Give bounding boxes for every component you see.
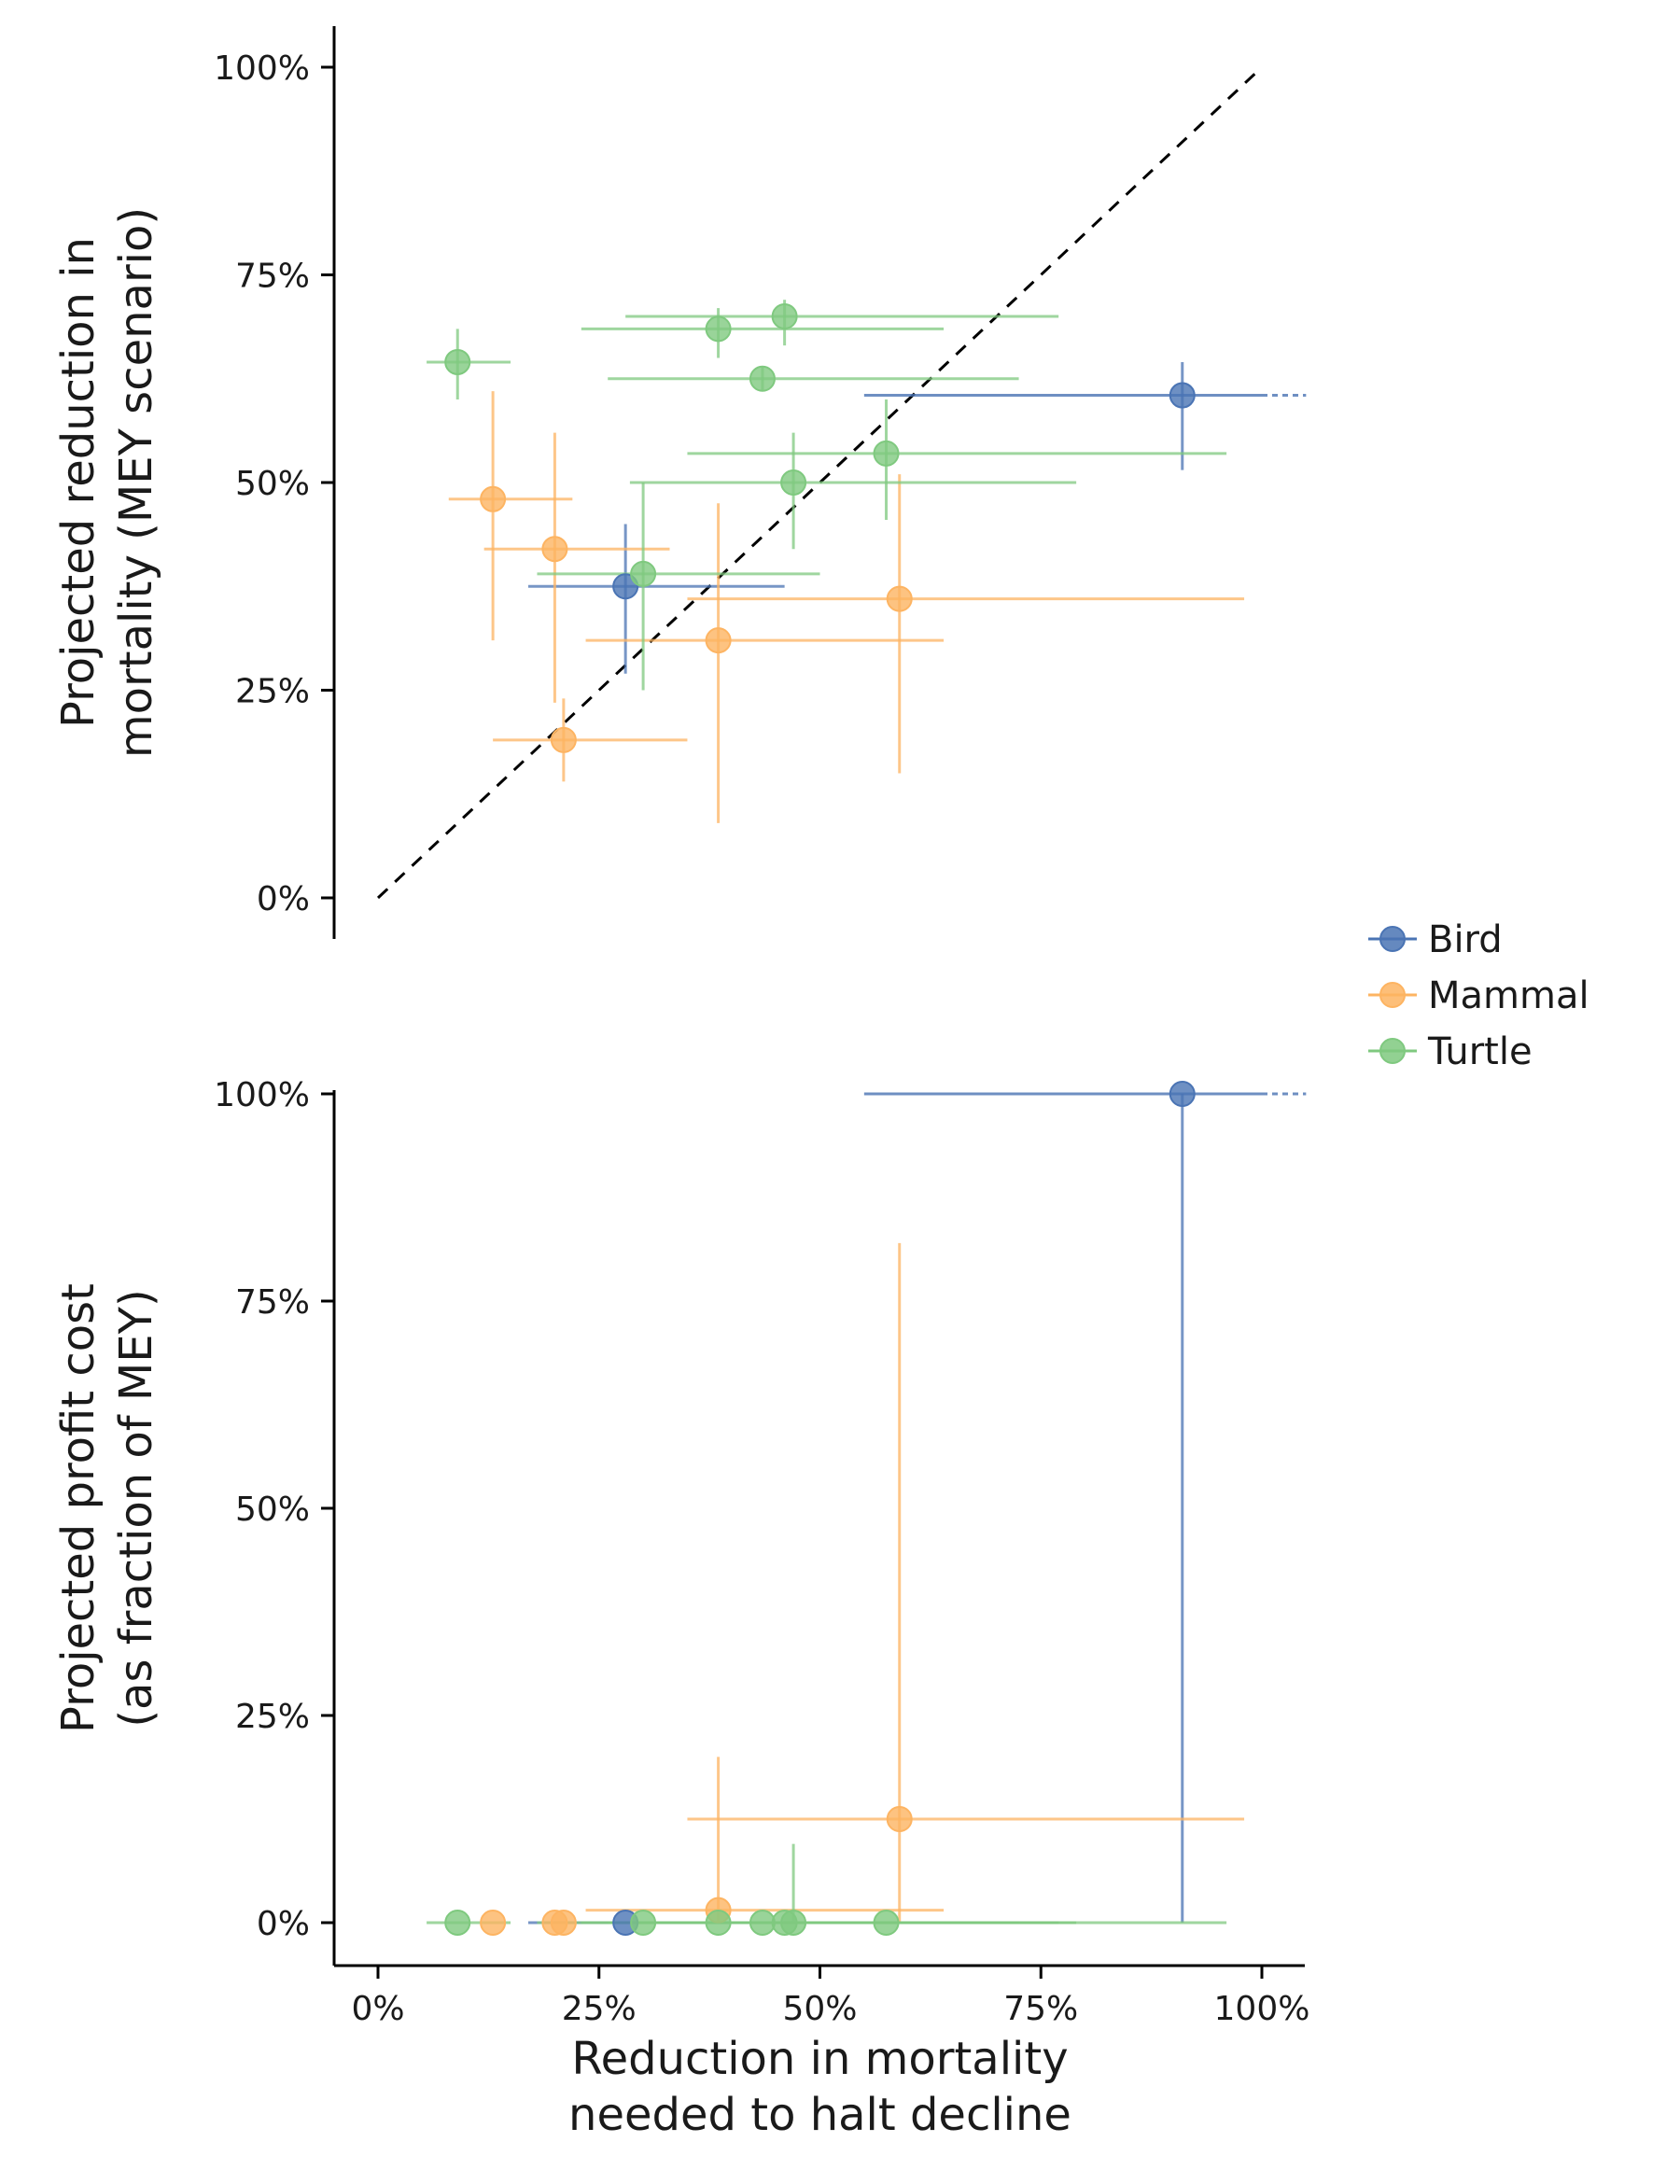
data-point-mammal xyxy=(886,1806,913,1832)
y-tick-label: 0% xyxy=(257,880,310,918)
y-tick-label: 25% xyxy=(235,1698,310,1736)
data-point-turtle xyxy=(873,1910,900,1936)
y-axis-title: Projected profit cost (as fraction of MEY… xyxy=(52,1283,162,1733)
legend: Bird Mammal Turtle xyxy=(1368,918,1589,1073)
data-point-turtle xyxy=(705,1910,732,1936)
error-bars xyxy=(427,1092,1307,1925)
data-point-turtle xyxy=(705,315,732,343)
data-point-turtle xyxy=(873,440,900,467)
y-axis-title-line: Projected reduction in xyxy=(52,237,105,728)
data-points xyxy=(444,303,1196,753)
data-point-turtle xyxy=(771,303,798,329)
y-tick-label: 100% xyxy=(214,1076,310,1114)
legend-item-turtle: Turtle xyxy=(1368,1030,1533,1073)
bottom-panel: 0% 25% 50% 75% 100% Projected profit cost (as … xyxy=(52,1076,1309,2141)
x-axis-title: Reduction in mortality needed to halt dec… xyxy=(568,2033,1071,2141)
y-tick-label: 75% xyxy=(235,1283,310,1322)
x-tick-label: 25% xyxy=(562,1990,637,2028)
identity-line xyxy=(376,65,1264,900)
error-bars xyxy=(427,300,1307,823)
data-point-turtle xyxy=(780,1910,807,1936)
y-tick-label: 100% xyxy=(214,49,310,88)
data-point-mammal xyxy=(550,726,577,753)
data-point-turtle xyxy=(630,1910,657,1936)
x-axis-title-line: needed to halt decline xyxy=(568,2089,1071,2141)
y-tick-label: 25% xyxy=(235,673,310,711)
x-tick-label: 50% xyxy=(782,1990,857,2028)
y-axis-title-line: mortality (MEY scenario) xyxy=(110,207,162,758)
legend-item-mammal: Mammal xyxy=(1368,974,1589,1017)
legend-key-dot xyxy=(1379,982,1406,1008)
y-axis-title: Projected reduction in mortality (MEY sce… xyxy=(52,207,162,758)
x-axis-title-line: Reduction in mortality xyxy=(571,2033,1068,2085)
x-tick-label: 100% xyxy=(1214,1990,1310,2028)
data-point-turtle xyxy=(630,560,657,587)
data-point-turtle xyxy=(780,469,807,496)
top-panel: 0% 25% 50% 75% 100% Projected reduction in mor… xyxy=(52,26,1307,939)
data-point-mammal xyxy=(480,485,507,512)
data-point-mammal xyxy=(705,627,732,654)
data-point-mammal xyxy=(886,585,913,612)
data-point-turtle xyxy=(749,365,776,392)
data-point-mammal xyxy=(541,536,568,563)
legend-label: Mammal xyxy=(1428,974,1589,1017)
data-point-bird xyxy=(1169,1081,1196,1107)
legend-key-dot xyxy=(1379,926,1406,952)
y-tick-label: 50% xyxy=(235,465,310,503)
y-tick-label: 50% xyxy=(235,1491,310,1529)
legend-key-dot xyxy=(1379,1038,1406,1064)
data-point-mammal xyxy=(480,1910,507,1936)
legend-label: Turtle xyxy=(1427,1030,1533,1073)
y-tick-label: 75% xyxy=(235,258,310,296)
y-tick-label: 0% xyxy=(257,1905,310,1943)
y-axis-title-line: (as fraction of MEY) xyxy=(110,1289,162,1727)
data-point-mammal xyxy=(550,1910,577,1936)
data-point-turtle xyxy=(444,1910,471,1936)
data-point-bird xyxy=(1169,382,1196,409)
data-point-bird xyxy=(612,573,639,600)
x-tick-label: 75% xyxy=(1003,1990,1078,2028)
legend-item-bird: Bird xyxy=(1368,918,1503,961)
data-point-turtle xyxy=(749,1910,776,1936)
data-point-turtle xyxy=(444,348,471,375)
y-axis-title-line: Projected profit cost xyxy=(52,1283,105,1733)
data-points xyxy=(444,1081,1196,1936)
legend-label: Bird xyxy=(1428,918,1503,961)
x-tick-label: 0% xyxy=(351,1990,404,2028)
